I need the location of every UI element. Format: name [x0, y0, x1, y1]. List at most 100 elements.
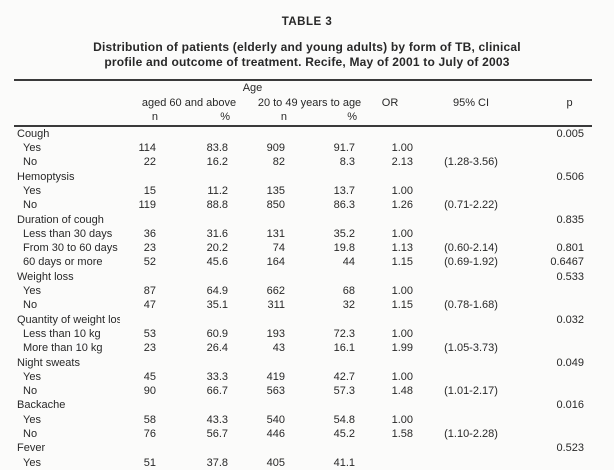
cell-n1	[120, 398, 162, 412]
cell-or: 1.58	[391, 428, 414, 441]
cell-or: 1.15	[391, 299, 414, 312]
cell-p	[523, 413, 592, 427]
table-row: Fever 0.523	[14, 441, 592, 455]
cell-n1: 90	[143, 385, 156, 398]
cell-or: 1.00	[391, 327, 414, 340]
cell-or: 1.13	[391, 242, 414, 255]
table-subtitle: Distribution of patients (elderly and yo…	[0, 40, 614, 70]
table-row: More than 10 kg 23 26.4 43 16.1 1.99 (1.…	[14, 341, 592, 355]
cell-or: 1.00	[391, 413, 414, 426]
header-spacer	[361, 110, 592, 126]
cell-pct1: 31.6	[206, 227, 228, 240]
cell-ci	[419, 370, 523, 384]
table-row: From 30 to 60 days 23 20.2 74 19.8 1.13 …	[14, 241, 592, 255]
cell-pct2	[291, 213, 361, 227]
cell-n1	[120, 213, 162, 227]
row-label: Night sweats	[17, 356, 80, 369]
cell-p: 0.506	[556, 170, 585, 183]
header-spacer	[14, 110, 120, 126]
table-row: No 119 88.8 850 86.3 1.26 (0.71-2.22)	[14, 198, 592, 212]
row-label: Cough	[17, 127, 50, 140]
table-row: Yes 87 64.9 662 68 1.00	[14, 284, 592, 298]
row-label: Duration of cough	[17, 213, 104, 226]
cell-pct2	[291, 170, 361, 184]
cell-p: 0.533	[556, 270, 585, 283]
row-label: Yes	[23, 456, 41, 469]
cell-p: 0.835	[556, 213, 585, 226]
cell-ci	[419, 284, 523, 298]
cell-pct1: 33.3	[206, 370, 228, 383]
cell-p	[523, 384, 592, 398]
cell-pct1: 56.7	[206, 428, 228, 441]
cell-p	[523, 298, 592, 312]
table-row: No 22 16.2 82 8.3 2.13 (1.28-3.56)	[14, 155, 592, 169]
cell-ci	[419, 413, 523, 427]
cell-pct1	[162, 170, 234, 184]
cell-ci	[419, 227, 523, 241]
cell-p	[523, 198, 592, 212]
cell-pct1: 35.1	[206, 299, 228, 312]
cell-n1: 52	[143, 256, 156, 269]
table-row: No 47 35.1 311 32 1.15 (0.78-1.68)	[14, 298, 592, 312]
table-row: Less than 10 kg 53 60.9 193 72.3 1.00	[14, 327, 592, 341]
cell-or	[361, 213, 419, 227]
cell-pct2	[291, 126, 361, 141]
cell-pct1	[162, 313, 234, 327]
cell-or	[361, 126, 419, 141]
cell-n1: 22	[143, 156, 156, 169]
group1-header: aged 60 and above	[141, 96, 237, 109]
cell-n2: 419	[266, 370, 285, 383]
subtitle-line-2: profile and outcome of treatment. Recife…	[104, 55, 510, 69]
cell-n2: 662	[266, 285, 285, 298]
cell-pct1: 45.6	[206, 256, 228, 269]
cell-ci	[419, 441, 523, 455]
cell-or: 1.15	[391, 256, 414, 269]
cell-p	[523, 184, 592, 198]
table-row: No 90 66.7 563 57.3 1.48 (1.01-2.17)	[14, 384, 592, 398]
cell-pct2: 44	[342, 256, 356, 269]
cell-n2: 850	[266, 199, 285, 212]
cell-or: 2.13	[391, 156, 414, 169]
cell-pct2: 32	[342, 299, 356, 312]
table-row: Hemoptysis 0.506	[14, 170, 592, 184]
cell-or: 1.00	[391, 285, 414, 298]
cell-pct2: 35.2	[333, 227, 356, 240]
cell-pct1	[162, 126, 234, 141]
cell-n2	[234, 313, 291, 327]
cell-pct1	[162, 270, 234, 284]
cell-ci	[419, 141, 523, 155]
cell-ci	[419, 313, 523, 327]
row-label: Yes	[23, 370, 41, 383]
table-body: Cough 0.005 Yes 114 83.8 909 91.7 1.00 N…	[14, 126, 592, 470]
cell-pct1	[162, 398, 234, 412]
cell-ci	[419, 213, 523, 227]
table-row: Yes 58 43.3 540 54.8 1.00	[14, 413, 592, 427]
cell-n1: 76	[143, 428, 156, 441]
table-row: Backache 0.016	[14, 398, 592, 412]
table-row: Yes 114 83.8 909 91.7 1.00	[14, 141, 592, 155]
cell-pct1: 37.8	[206, 456, 228, 469]
header-row-n-pct: n % n %	[14, 110, 592, 126]
cell-n1: 23	[143, 342, 156, 355]
table-row: 60 days or more 52 45.6 164 44 1.15 (0.6…	[14, 255, 592, 269]
row-label: Less than 30 days	[23, 227, 113, 240]
cell-ci	[419, 456, 523, 470]
cell-pct2	[291, 441, 361, 455]
cell-pct1: 88.8	[206, 199, 228, 212]
cell-n2	[234, 441, 291, 455]
cell-n2: 135	[266, 184, 285, 197]
cell-or	[361, 441, 419, 455]
cell-pct2: 45.2	[333, 428, 356, 441]
row-label: More than 10 kg	[23, 342, 103, 355]
table-row: Less than 30 days 36 31.6 131 35.2 1.00	[14, 227, 592, 241]
cell-n2	[234, 213, 291, 227]
cell-n2	[234, 126, 291, 141]
cell-or	[361, 170, 419, 184]
cell-pct2: 19.8	[333, 242, 356, 255]
cell-n1: 36	[143, 227, 156, 240]
cell-or	[361, 356, 419, 370]
cell-pct1: 83.8	[206, 142, 228, 155]
header-spacer	[14, 96, 120, 111]
